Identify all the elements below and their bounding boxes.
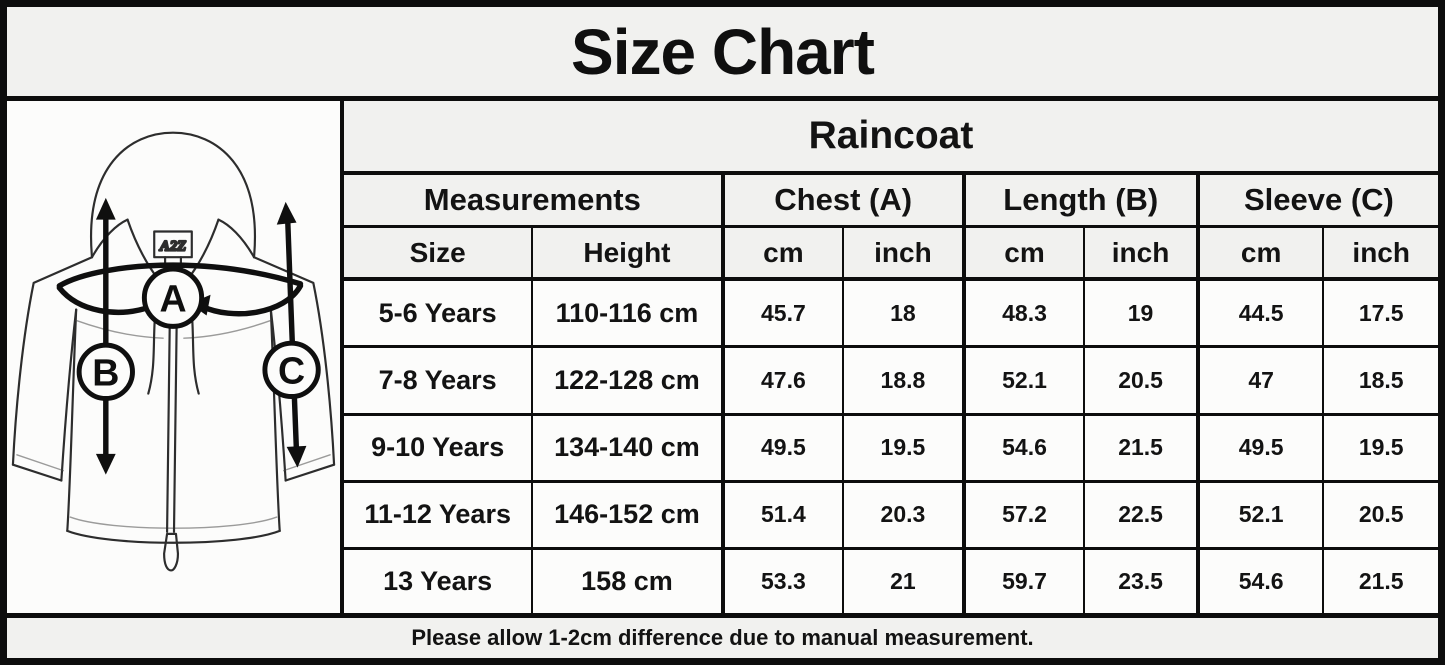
title-bar: Size Chart <box>7 7 1438 101</box>
value-cell: 18.8 <box>844 348 966 416</box>
value-cell: 19 <box>1085 281 1200 349</box>
chest-marker-letter: A <box>159 278 186 320</box>
length-marker-circle <box>76 342 135 401</box>
column-header-height: Height <box>533 228 725 282</box>
sleeve-marker-letter: C <box>278 350 305 392</box>
size-cell: 9-10 Years <box>344 415 534 483</box>
value-cell: 47.6 <box>724 348 845 416</box>
value-cell: 52.1 <box>1199 482 1325 550</box>
measurement-markers: A B C <box>76 266 321 401</box>
height-cell: 158 cm <box>533 549 725 613</box>
value-cell: 57.2 <box>965 482 1086 550</box>
value-cell: 23.5 <box>1085 549 1200 613</box>
value-cell: 21 <box>844 549 966 613</box>
size-cell: 13 Years <box>344 549 534 613</box>
height-cell: 146-152 cm <box>533 482 725 550</box>
brand-label: A2Z <box>159 238 186 254</box>
chest-marker-circle <box>141 266 205 329</box>
raincoat-figure-panel: A2Z <box>7 101 344 613</box>
raincoat-measurement-diagram: A2Z <box>11 131 336 572</box>
height-cell: 110-116 cm <box>533 281 725 349</box>
size-cell: 7-8 Years <box>344 348 534 416</box>
column-header-sleeve-inch: inch <box>1324 228 1438 282</box>
chest-arrow-left <box>56 285 154 315</box>
column-header-chest-inch: inch <box>844 228 966 282</box>
column-header-length-inch: inch <box>1085 228 1200 282</box>
product-header: Raincoat <box>344 101 1438 176</box>
page-title: Size Chart <box>571 15 875 88</box>
value-cell: 20.5 <box>1085 348 1200 416</box>
footer-note: Please allow 1-2cm difference due to man… <box>411 625 1034 650</box>
value-cell: 19.5 <box>844 415 966 483</box>
value-cell: 45.7 <box>724 281 845 349</box>
column-header-length-cm: cm <box>965 228 1086 282</box>
value-cell: 47 <box>1199 348 1325 416</box>
height-cell: 134-140 cm <box>533 415 725 483</box>
chest-arc-back <box>56 262 304 289</box>
content-area: A2Z <box>7 101 1438 613</box>
value-cell: 21.5 <box>1085 415 1200 483</box>
value-cell: 18.5 <box>1324 348 1438 416</box>
size-cell: 11-12 Years <box>344 482 534 550</box>
value-cell: 20.5 <box>1324 482 1438 550</box>
sleeve-marker-circle <box>262 340 321 399</box>
value-cell: 48.3 <box>965 281 1086 349</box>
size-table-area: Raincoat Measurements Chest (A) Length (… <box>344 101 1438 613</box>
height-cell: 122-128 cm <box>533 348 725 416</box>
value-cell: 20.3 <box>844 482 966 550</box>
value-cell: 18 <box>844 281 966 349</box>
value-cell: 49.5 <box>1199 415 1325 483</box>
size-cell: 5-6 Years <box>344 281 534 349</box>
column-header-sleeve-cm: cm <box>1199 228 1325 282</box>
sleeve-arrow <box>284 214 300 456</box>
value-cell: 22.5 <box>1085 482 1200 550</box>
value-cell: 53.3 <box>724 549 845 613</box>
value-cell: 44.5 <box>1199 281 1325 349</box>
value-cell: 49.5 <box>724 415 845 483</box>
chest-arrow-right <box>199 283 304 317</box>
value-cell: 54.6 <box>1199 549 1325 613</box>
raincoat-sketch: A2Z <box>11 131 336 572</box>
value-cell: 17.5 <box>1324 281 1438 349</box>
column-group-sleeve: Sleeve (C) <box>1199 175 1438 229</box>
length-marker-letter: B <box>92 352 119 394</box>
value-cell: 21.5 <box>1324 549 1438 613</box>
footer-note-bar: Please allow 1-2cm difference due to man… <box>7 613 1438 658</box>
column-group-measurements: Measurements <box>344 175 725 229</box>
column-group-chest: Chest (A) <box>724 175 966 229</box>
value-cell: 54.6 <box>965 415 1086 483</box>
column-header-size: Size <box>344 228 534 282</box>
column-group-length: Length (B) <box>965 175 1200 229</box>
value-cell: 19.5 <box>1324 415 1438 483</box>
value-cell: 51.4 <box>724 482 845 550</box>
value-cell: 59.7 <box>965 549 1086 613</box>
value-cell: 52.1 <box>965 348 1086 416</box>
size-table: Raincoat Measurements Chest (A) Length (… <box>344 101 1438 613</box>
column-header-chest-cm: cm <box>724 228 845 282</box>
